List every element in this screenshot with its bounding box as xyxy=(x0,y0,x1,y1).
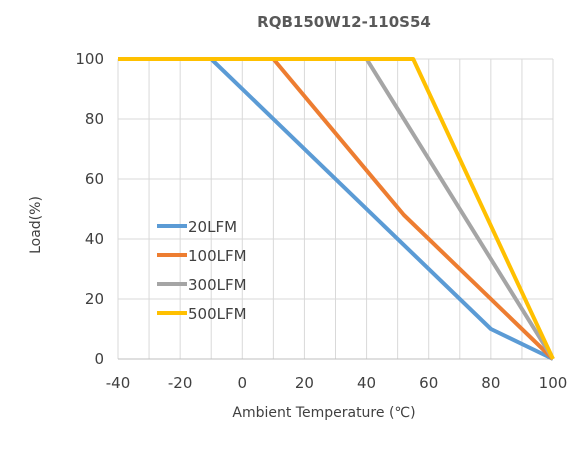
x-tick-label: -20 xyxy=(168,374,193,392)
x-tick-label: -40 xyxy=(106,374,131,392)
y-tick-label: 60 xyxy=(85,170,104,188)
y-axis-label: Load(%) xyxy=(28,196,44,254)
legend-label-300lfm: 300LFM xyxy=(188,276,247,294)
y-tick-label: 80 xyxy=(85,110,104,128)
y-tick-labels: 0 20 40 60 80 100 xyxy=(75,50,104,368)
legend-label-100lfm: 100LFM xyxy=(188,247,247,265)
series-lines xyxy=(118,57,555,361)
legend-label-20lfm: 20LFM xyxy=(188,218,237,236)
legend: 20LFM 100LFM 300LFM 500LFM xyxy=(157,218,247,323)
y-tick-label: 100 xyxy=(75,50,104,68)
x-axis-label: Ambient Temperature (℃) xyxy=(232,405,415,421)
x-tick-label: 80 xyxy=(481,374,500,392)
chart-title: RQB150W12-110S54 xyxy=(257,13,431,31)
legend-label-500lfm: 500LFM xyxy=(188,305,247,323)
x-tick-label: 20 xyxy=(295,374,314,392)
x-tick-label: 0 xyxy=(238,374,248,392)
x-tick-labels: -40 -20 0 20 40 60 80 100 xyxy=(106,374,568,392)
y-tick-label: 40 xyxy=(85,230,104,248)
y-tick-label: 0 xyxy=(94,350,104,368)
x-tick-label: 60 xyxy=(419,374,438,392)
series-line-500lfm xyxy=(118,57,555,360)
y-tick-label: 20 xyxy=(85,290,104,308)
x-tick-label: 40 xyxy=(357,374,376,392)
x-tick-label: 100 xyxy=(539,374,568,392)
